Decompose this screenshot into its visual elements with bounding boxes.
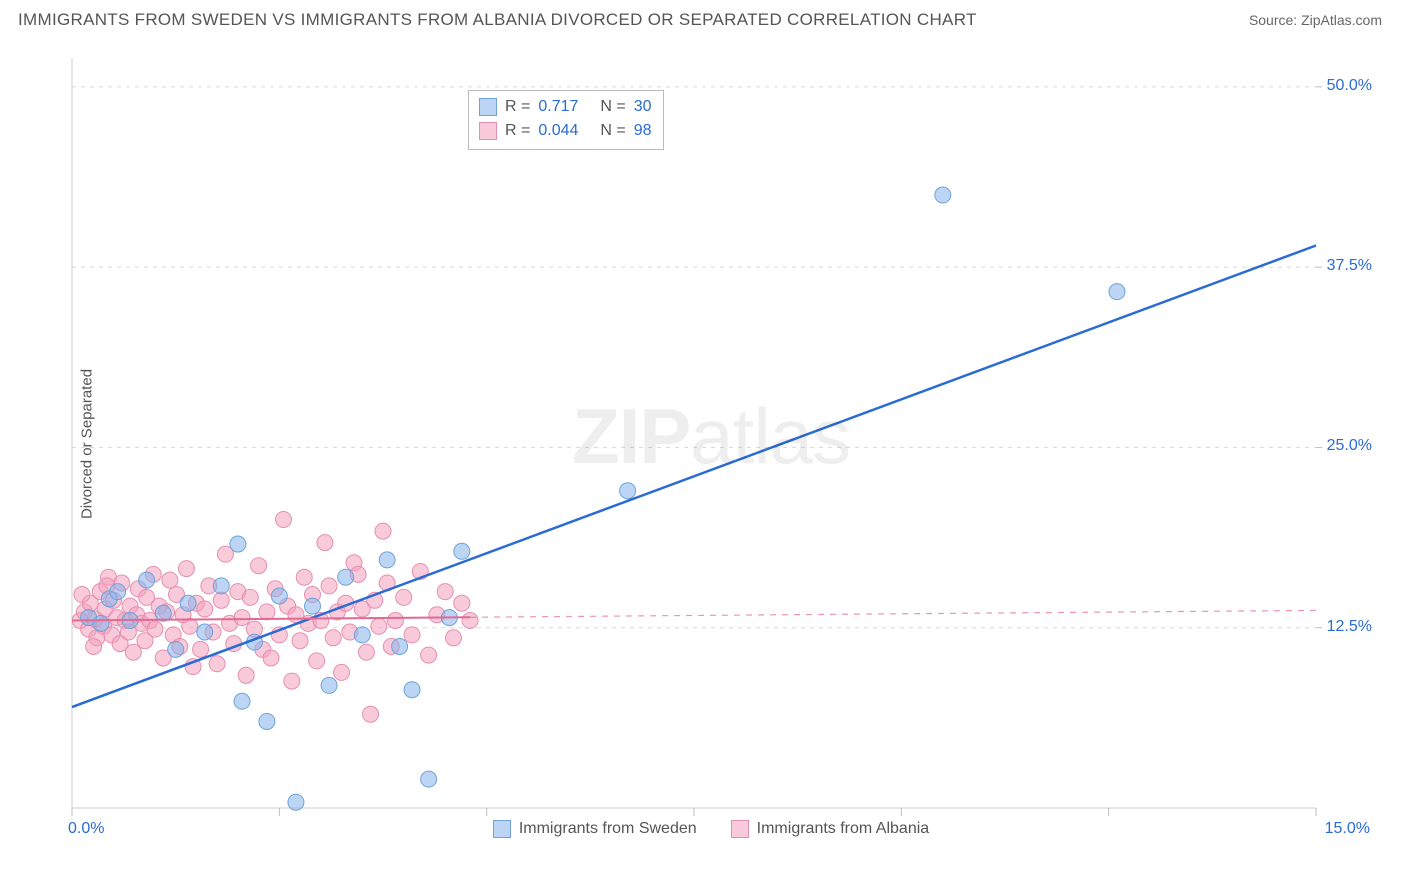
- swatch-sweden: [479, 98, 497, 116]
- axis-tick-label: 12.5%: [1327, 618, 1372, 636]
- axis-tick-label: 0.0%: [68, 820, 104, 838]
- legend-swatch-albania: [731, 820, 749, 838]
- r-label-sweden: R =: [505, 95, 530, 119]
- plot-area: Divorced or Separated ZIPatlas R = 0.717…: [48, 44, 1374, 844]
- r-value-albania: 0.044: [538, 119, 592, 143]
- chart-source: Source: ZipAtlas.com: [1249, 12, 1382, 28]
- stats-legend-box: R = 0.717 N = 30 R = 0.044 N = 98: [468, 90, 664, 150]
- legend-item-sweden: Immigrants from Sweden: [493, 820, 697, 838]
- n-label-albania: N =: [600, 119, 625, 143]
- scatter-plot-svg: [48, 44, 1374, 844]
- n-value-albania: 98: [634, 119, 652, 143]
- axis-tick-label: 37.5%: [1327, 257, 1372, 275]
- n-label-sweden: N =: [600, 95, 625, 119]
- n-value-sweden: 30: [634, 95, 652, 119]
- legend-label-sweden: Immigrants from Sweden: [519, 820, 697, 838]
- source-label: Source:: [1249, 12, 1301, 28]
- axis-tick-label: 25.0%: [1327, 437, 1372, 455]
- chart-title: IMMIGRANTS FROM SWEDEN VS IMMIGRANTS FRO…: [18, 10, 977, 30]
- axis-tick-label: 50.0%: [1327, 77, 1372, 95]
- stats-row-sweden: R = 0.717 N = 30: [479, 95, 651, 119]
- legend-item-albania: Immigrants from Albania: [731, 820, 930, 838]
- source-link[interactable]: ZipAtlas.com: [1301, 12, 1382, 28]
- r-label-albania: R =: [505, 119, 530, 143]
- axis-tick-label: 15.0%: [1325, 820, 1370, 838]
- bottom-legend: Immigrants from Sweden Immigrants from A…: [48, 820, 1374, 838]
- stats-row-albania: R = 0.044 N = 98: [479, 119, 651, 143]
- legend-label-albania: Immigrants from Albania: [757, 820, 930, 838]
- chart-header: IMMIGRANTS FROM SWEDEN VS IMMIGRANTS FRO…: [0, 0, 1406, 36]
- r-value-sweden: 0.717: [538, 95, 592, 119]
- legend-swatch-sweden: [493, 820, 511, 838]
- swatch-albania: [479, 122, 497, 140]
